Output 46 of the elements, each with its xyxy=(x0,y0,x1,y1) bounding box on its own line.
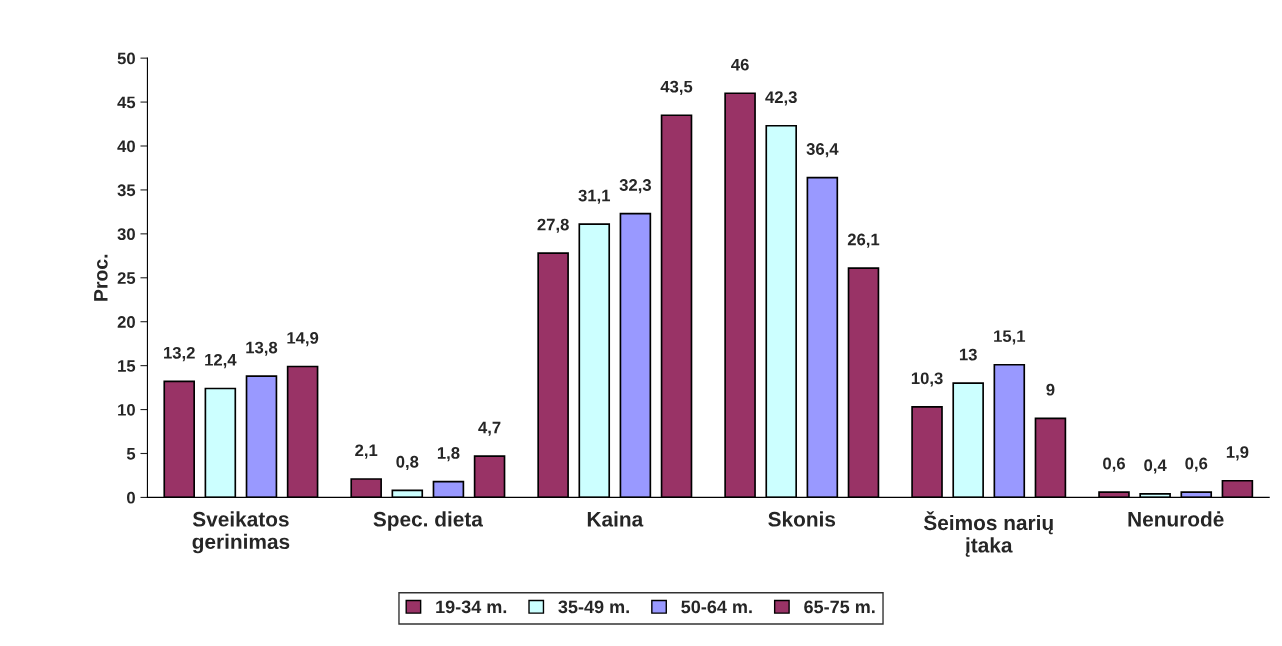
data-label: 10,3 xyxy=(911,372,943,387)
data-label: 4,7 xyxy=(478,421,501,436)
data-label: 12,4 xyxy=(205,353,237,369)
data-label: 15,1 xyxy=(994,330,1026,345)
legend-label: 50-64 m. xyxy=(681,600,752,614)
data-label: 31,1 xyxy=(578,189,611,204)
y-tick-label: 10 xyxy=(118,403,135,416)
y-tick-label: 50 xyxy=(117,52,135,65)
legend-label: 35-49 m. xyxy=(558,600,629,614)
y-tick-label: 5 xyxy=(126,448,136,460)
data-label: 1,9 xyxy=(1226,446,1249,461)
legend-label: 65-75 m. xyxy=(804,600,875,614)
data-label: 32,3 xyxy=(619,179,652,194)
data-label: 42,3 xyxy=(765,91,797,106)
x-tick-label: Spec. dieta xyxy=(373,511,483,531)
y-tick-label: 35 xyxy=(117,184,136,197)
y-axis-title: Proc. xyxy=(94,254,108,301)
data-label: 9 xyxy=(1046,383,1055,396)
data-label: 0,6 xyxy=(1185,457,1208,472)
y-tick-label: 45 xyxy=(117,96,136,109)
x-tick-label: Nenurodė xyxy=(1128,511,1224,527)
y-tick-label: 0 xyxy=(127,491,135,504)
data-label: 2,1 xyxy=(355,444,378,459)
data-label: 36,4 xyxy=(806,143,839,158)
y-tick-label: 25 xyxy=(117,272,136,284)
x-tick-label: Sveikatos gerinimas xyxy=(192,511,290,554)
y-tick-label: 30 xyxy=(117,228,135,241)
data-label: 1,8 xyxy=(437,447,460,462)
x-tick-label: Šeimos narių įtaka xyxy=(923,511,1053,557)
data-label: 13,8 xyxy=(246,341,278,356)
y-tick-label: 15 xyxy=(118,360,136,372)
data-label: 0,4 xyxy=(1144,459,1167,474)
x-tick-label: Skonis xyxy=(768,511,836,527)
data-label: 26,1 xyxy=(847,233,880,248)
data-label: 43,5 xyxy=(660,80,693,95)
data-label: 13 xyxy=(959,348,977,361)
y-tick-label: 20 xyxy=(117,316,135,328)
data-label: 0,8 xyxy=(396,455,419,471)
y-tick-label: 40 xyxy=(117,140,135,153)
data-label: 0,6 xyxy=(1103,457,1125,472)
data-label: 13,2 xyxy=(164,346,195,362)
legend-label: 19-34 m. xyxy=(436,600,507,614)
data-label: 46 xyxy=(731,58,749,71)
x-tick-label: Kaina xyxy=(587,511,644,527)
data-label: 14,9 xyxy=(287,331,319,347)
data-label: 27,8 xyxy=(537,218,569,233)
